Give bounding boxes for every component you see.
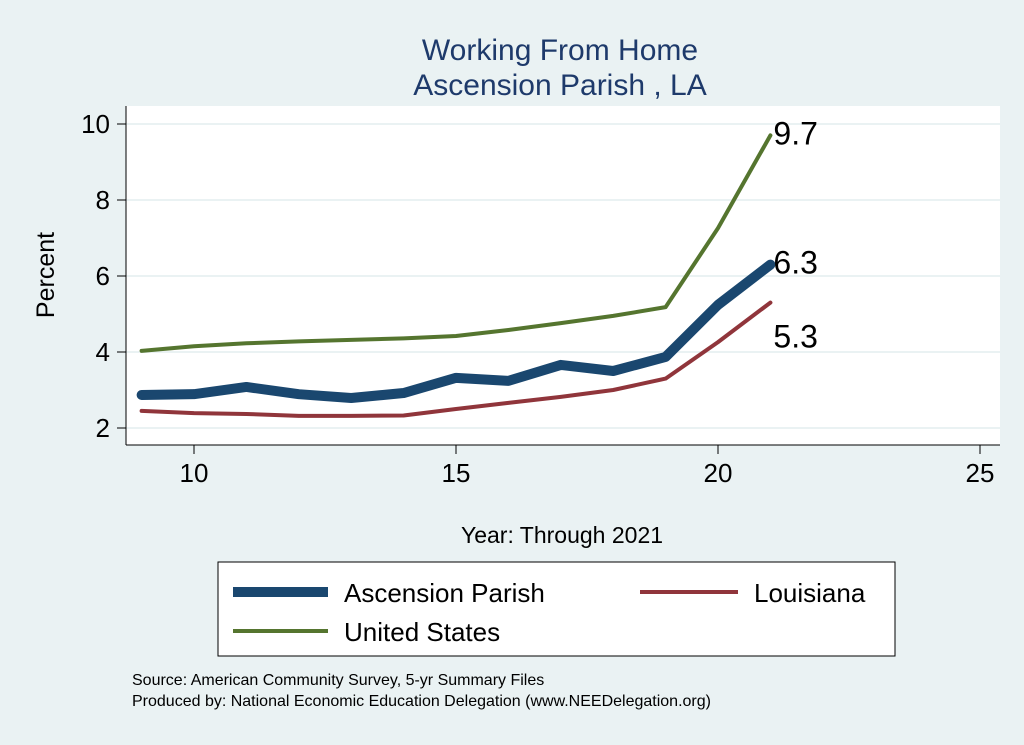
end-label: 9.7	[773, 115, 817, 151]
x-tick-label: 15	[442, 458, 471, 488]
x-tick-label: 20	[704, 458, 733, 488]
y-axis-label: Percent	[32, 232, 60, 318]
y-tick-label: 2	[96, 413, 110, 443]
end-label: 6.3	[773, 245, 817, 281]
legend-label-louisiana: Louisiana	[754, 578, 866, 608]
x-tick-label: 25	[966, 458, 995, 488]
legend-label-ascension: Ascension Parish	[344, 578, 545, 608]
end-label: 5.3	[773, 319, 817, 355]
x-tick-label: 10	[180, 458, 209, 488]
series-line-ascension-parish	[136, 259, 776, 403]
source-note: Source: American Community Survey, 5-yr …	[132, 672, 544, 689]
legend: Ascension Parish Louisiana United States	[217, 561, 896, 657]
y-tick-label: 8	[96, 185, 110, 215]
chart-subtitle: Ascension Parish , LA	[413, 69, 706, 102]
y-tick-label: 4	[96, 337, 110, 367]
x-axis-label: Year: Through 2021	[461, 522, 663, 548]
legend-label-us: United States	[344, 617, 500, 647]
producer-note: Produced by: National Economic Education…	[132, 693, 711, 710]
series-line-united-states	[139, 133, 773, 353]
y-tick-label: 6	[96, 261, 110, 291]
chart-title: Working From Home	[422, 34, 698, 67]
series-line-louisiana	[139, 300, 773, 418]
y-tick-label: 10	[81, 109, 110, 139]
